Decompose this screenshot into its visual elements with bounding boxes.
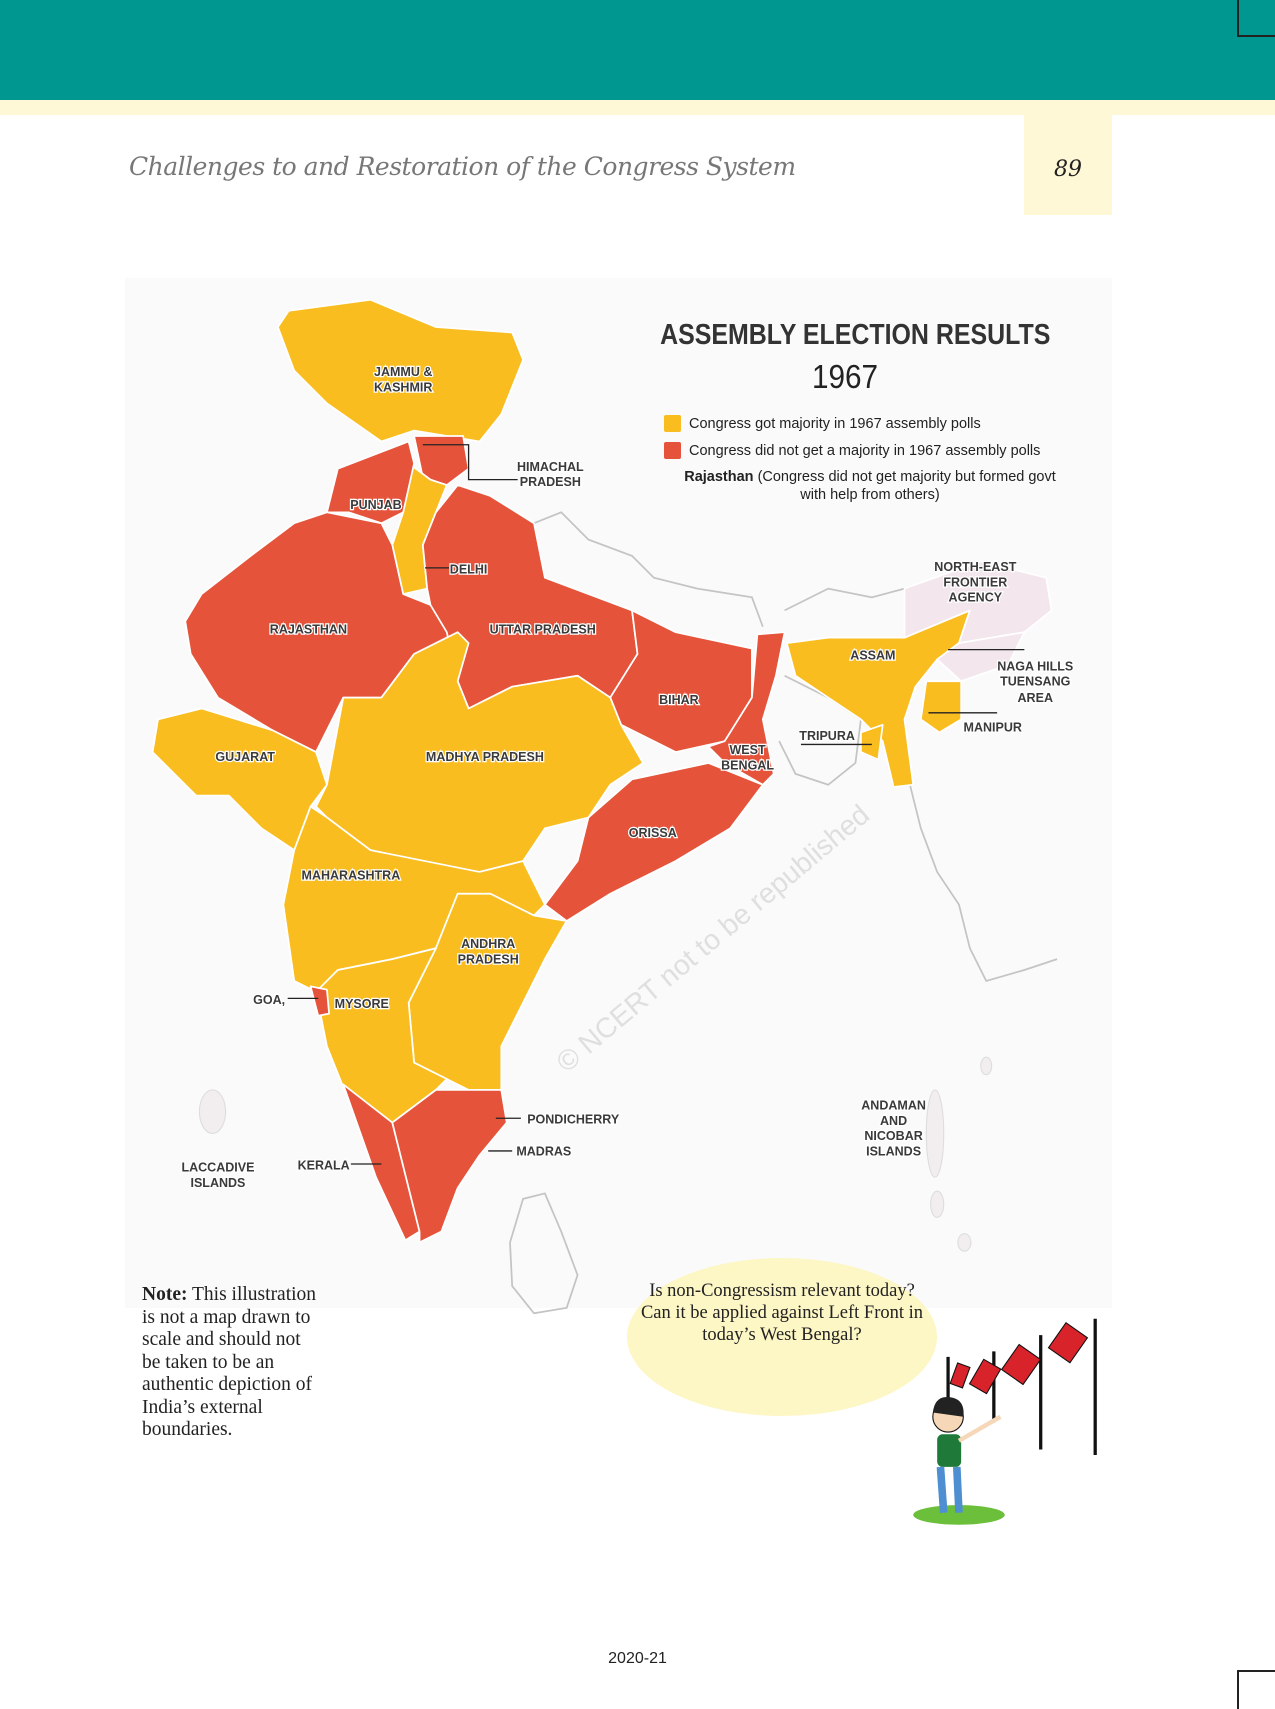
label-orissa: ORISSA [629,826,677,840]
label-naga-2: TUENSANG [1000,675,1070,689]
label-andaman-2: AND [880,1114,907,1128]
legend-label: Congress did not get a majority in 1967 … [689,442,1041,459]
header-band [0,0,1275,100]
label-madras: MADRAS [516,1144,571,1158]
crop-mark-top [1237,0,1275,37]
state-madras [391,1089,508,1244]
label-nefa-1: NORTH-EAST [934,560,1016,574]
state-bihar [609,609,753,753]
label-delhi: DELHI [450,562,488,576]
state-kerala [342,1083,421,1242]
legend-item-no-majority: Congress did not get a majority in 1967 … [664,437,1040,464]
grass [913,1505,1005,1525]
nicobar-island-shape-1 [930,1190,945,1218]
girl-shirt [937,1434,962,1467]
state-manipur [919,680,963,734]
state-tripura [860,723,884,761]
label-mysore: MYSORE [335,997,389,1011]
label-hp-1: HIMACHAL [517,460,584,474]
bhutan-border [784,587,905,612]
label-naga-3: AREA [1018,691,1053,705]
state-orissa [543,762,764,922]
map-legend: Congress got majority in 1967 assembly p… [664,410,1040,464]
label-naga-1: NAGA HILLS [997,659,1073,673]
islands [198,1056,993,1252]
label-hp-2: PRADESH [520,475,581,489]
red-flags [949,1321,1089,1395]
label-manipur: MANIPUR [964,720,1022,734]
label-nefa-2: FRONTIER [943,575,1007,589]
page-number-box: 89 [1024,115,1112,215]
label-maharashtra: MAHARASHTRA [302,869,401,883]
state-goa [309,985,330,1017]
label-andaman-1: ANDAMAN [861,1099,926,1113]
label-punjab: PUNJAB [350,498,401,512]
label-jk-2: KASHMIR [374,380,432,394]
legend-note: Rajasthan (Congress did not get majority… [680,468,1060,504]
label-rajasthan: RAJASTHAN [270,622,347,636]
label-bihar: BIHAR [659,693,699,707]
girl-jeans [936,1466,963,1513]
nepal-border [533,511,764,628]
girl-arm [957,1414,1002,1443]
state-labels: JAMMU & KASHMIR HIMACHAL PRADESH PUNJAB … [180,364,1074,1191]
label-goa: GOA, [253,993,285,1007]
leader-himachal [422,444,518,481]
andaman-islands-shape [925,1089,945,1178]
map-year: 1967 [811,358,879,395]
label-gujarat: GUJARAT [215,750,275,764]
note-text: This illustration is not a map drawn to … [142,1284,317,1440]
legend-note-text: (Congress did not get majority but forme… [757,469,1056,503]
header-strip [0,100,1275,115]
girl-hair [932,1396,964,1417]
label-ap-2: PRADESH [458,952,519,966]
map-title: ASSEMBLY ELECTION RESULTS [660,319,1051,351]
region-naga-hills [936,631,1026,683]
myanmar-outline [909,784,1058,982]
nicobar-island-shape-2 [957,1233,972,1252]
label-wb-2: BENGAL [721,759,774,773]
cartoon-illustration [913,1318,1097,1525]
speech-bubble [627,1258,937,1416]
leader-lines [287,444,1025,1165]
andaman-island-shape-north [980,1056,993,1076]
label-andaman-4: ISLANDS [866,1144,921,1158]
map-disclaimer-note: Note: This illustration is not a map dra… [142,1284,322,1442]
page-number: 89 [1054,157,1082,182]
footer-year: 2020-21 [608,1650,667,1667]
legend-note-bold: Rajasthan [684,469,754,485]
label-wb-1: WEST [729,743,766,757]
label-ap-1: ANDHRA [461,937,515,951]
speech-bubble-text: Is non-Congressism relevant today? Can i… [640,1281,924,1345]
crop-mark-bottom [1237,1670,1275,1709]
label-laccadive-1: LACCADIVE [181,1161,254,1175]
chapter-title: Challenges to and Restoration of the Con… [129,152,796,181]
state-himachal-pradesh [413,435,470,486]
legend-label: Congress got majority in 1967 assembly p… [689,415,981,432]
label-jk-1: JAMMU & [374,365,432,379]
label-pondicherry: PONDICHERRY [527,1113,620,1127]
label-laccadive-2: ISLANDS [190,1176,245,1190]
legend-swatch-yellow [664,415,681,432]
label-tripura: TRIPURA [799,729,855,743]
label-andaman-3: NICOBAR [864,1129,922,1143]
label-assam: ASSAM [850,648,895,662]
laccadive-islands-shape [198,1089,227,1135]
note-label: Note: [142,1284,188,1305]
legend-item-majority: Congress got majority in 1967 assembly p… [664,410,1040,437]
legend-swatch-red [664,442,681,459]
label-mp: MADHYA PRADESH [426,750,544,764]
label-nefa-3: AGENCY [949,591,1003,605]
sri-lanka-outline [509,1192,579,1315]
label-up: UTTAR PRADESH [490,622,596,636]
label-kerala: KERALA [298,1158,350,1172]
